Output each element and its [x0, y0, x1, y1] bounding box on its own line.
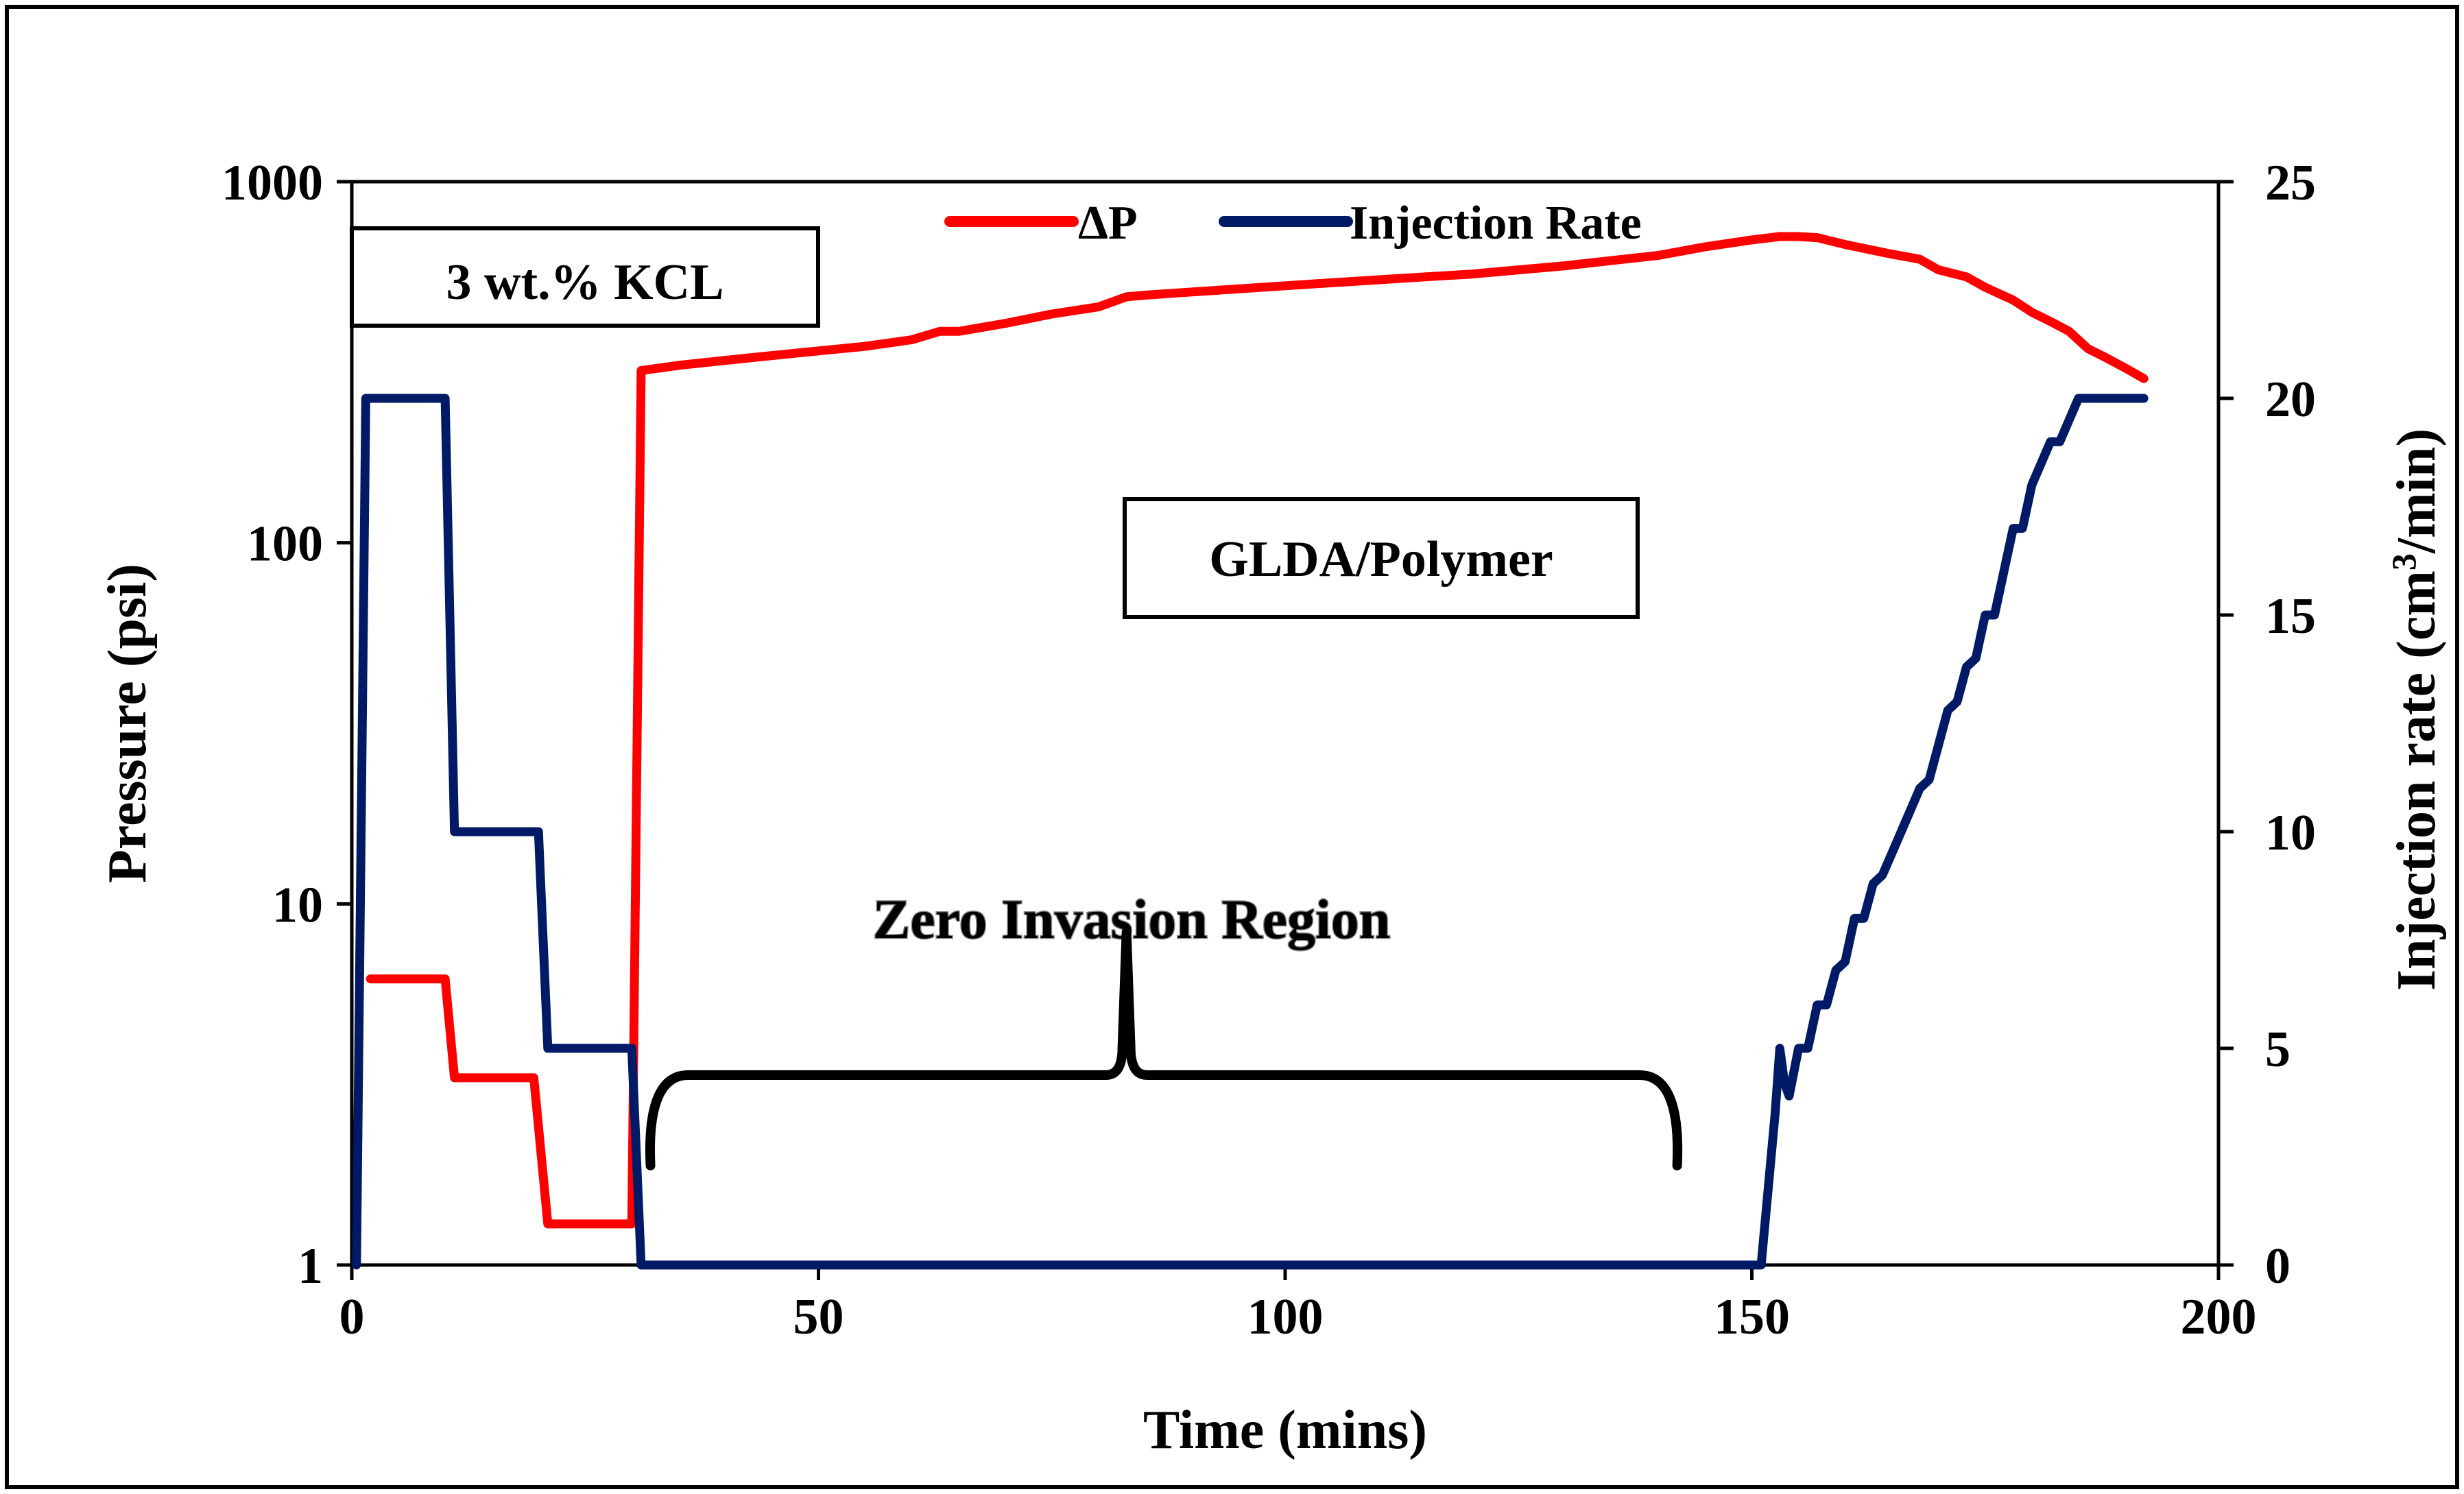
x-tick-label: 0 [339, 1289, 365, 1345]
y2-tick-label: 10 [2265, 805, 2316, 861]
y-tick-label: 1 [298, 1238, 323, 1294]
zero-invasion-brace [645, 928, 1683, 1170]
series-group [352, 232, 2149, 1270]
kcl-box [350, 226, 820, 328]
y2-axis-title-main: Injection rate (cm [2387, 570, 2447, 991]
dp-line [366, 232, 2149, 1229]
kcl-text: 3 wt.% KCL [446, 254, 724, 311]
y2-tick-label: 0 [2265, 1238, 2290, 1294]
injection-rate-line [352, 394, 2149, 1270]
y2-tick-label: 25 [2265, 155, 2316, 211]
legend-label-dp: ΔP [1078, 197, 1138, 250]
glda-annotation: GLDA/Polymer [1123, 497, 1640, 619]
axes-group: 0 50 100 150 200 1 10 100 1000 0 5 10 15 20 25 [222, 155, 2316, 1345]
x-axis-title: Time (mins) [1143, 1400, 1427, 1460]
y2-tick-label: 15 [2265, 588, 2316, 644]
kcl-annotation: 3 wt.% KCL [350, 226, 820, 328]
y-tick-label: 1000 [222, 155, 323, 211]
y2-axis-title-sup: 3 [2384, 553, 2423, 570]
y2-tick-label: 5 [2265, 1022, 2290, 1078]
y-tick-label: 100 [247, 516, 323, 573]
y-tick-label: 10 [272, 877, 323, 933]
legend: ΔP Injection Rate [944, 197, 1642, 250]
x-tick-label: 150 [1714, 1289, 1790, 1345]
y2-axis-title-tail: /min) [2387, 429, 2447, 554]
x-tick-label: 100 [1247, 1289, 1324, 1345]
x-tick-label: 50 [793, 1289, 844, 1345]
y2-tick-label: 20 [2265, 372, 2316, 428]
x-tick-label: 200 [2181, 1289, 2257, 1345]
y-axis-title: Pressure (psi) [97, 564, 158, 883]
y2-axis-title: Injection rate (cm3/min) [2384, 429, 2447, 991]
glda-text: GLDA/Polymer [1209, 531, 1553, 588]
legend-label-injection: Injection Rate [1350, 197, 1642, 250]
glda-box [1123, 497, 1640, 619]
